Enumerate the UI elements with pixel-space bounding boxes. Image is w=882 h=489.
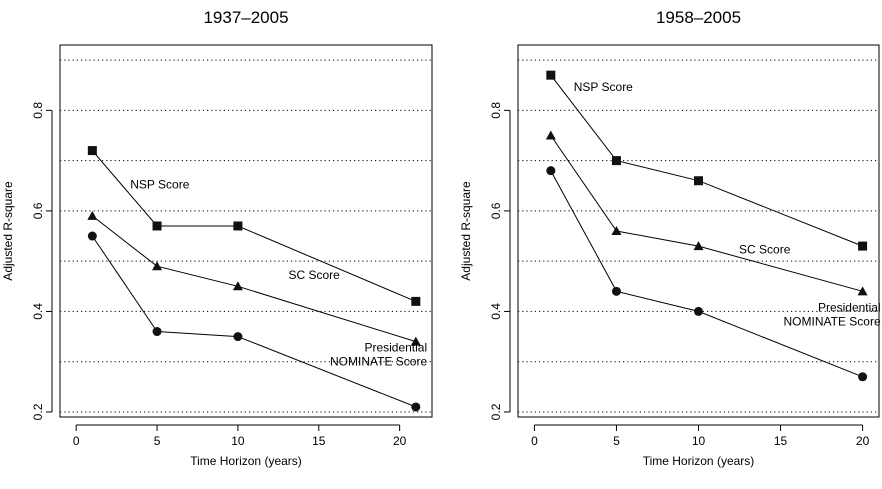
y-tick-label: 0.4 [489, 303, 503, 320]
series-label: SC Score [739, 243, 791, 257]
x-tick-label: 5 [613, 434, 620, 448]
series-label: NOMINATE Score [330, 355, 427, 369]
series-label: Presidential [818, 300, 881, 314]
marker-square [546, 70, 556, 80]
marker-triangle [152, 261, 163, 271]
series-label: NSP Score [574, 80, 633, 94]
series-line-square [550, 74, 863, 247]
marker-square [611, 156, 621, 166]
x-tick-label: 5 [154, 434, 161, 448]
chart-panel-2: 1958–2005 0 5 10 15 20 0.2 0.4 0.6 0.8 Time Horizo… [459, 8, 881, 468]
series-label: NSP Score [130, 177, 189, 191]
marker-triangle [232, 281, 243, 291]
marker-square [858, 241, 868, 251]
series-label: SC Score [288, 268, 340, 282]
y-tick-label: 0.6 [489, 202, 503, 219]
x-tick-label: 0 [531, 434, 538, 448]
marker-circle [152, 327, 162, 337]
chart-title: 1937–2005 [203, 8, 288, 27]
x-tick-label: 10 [692, 434, 706, 448]
series-line-circle [91, 235, 416, 408]
marker-triangle [857, 286, 868, 296]
y-tick-label: 0.8 [31, 102, 45, 119]
y-tick-label: 0.4 [31, 303, 45, 320]
x-axis-label: Time Horizon (years) [643, 454, 755, 468]
marker-square [694, 176, 703, 186]
chart-title: 1958–2005 [656, 8, 741, 27]
marker-circle [694, 306, 703, 316]
x-tick-label: 15 [312, 434, 326, 448]
marker-triangle [545, 130, 556, 140]
plot-frame [517, 44, 880, 418]
x-tick-label: 15 [774, 434, 788, 448]
series-line-triangle [550, 135, 863, 292]
marker-circle [87, 231, 97, 241]
chart-panel-1: 1937–2005 0 5 10 15 20 0.2 0.4 0.6 0.8 Time Horizo… [1, 8, 433, 468]
y-tick-label: 0.6 [31, 202, 45, 219]
x-tick-label: 20 [393, 434, 407, 448]
marker-triangle [87, 210, 98, 220]
y-axis-label: Adjusted R-square [1, 181, 15, 281]
marker-square [233, 221, 243, 231]
marker-triangle [693, 241, 704, 251]
series-line-circle [550, 170, 863, 378]
marker-square [411, 296, 421, 306]
y-tick-label: 0.8 [489, 102, 503, 119]
x-tick-label: 10 [231, 434, 245, 448]
x-axis-label: Time Horizon (years) [190, 454, 302, 468]
marker-triangle [611, 226, 622, 235]
marker-circle [411, 402, 421, 412]
series-label: Presidential [364, 341, 427, 355]
y-axis-label: Adjusted R-square [459, 181, 473, 281]
series-line-triangle [91, 215, 416, 343]
marker-circle [233, 332, 243, 342]
x-tick-label: 0 [73, 434, 80, 448]
marker-circle [858, 372, 868, 382]
plot-frame [59, 44, 433, 418]
y-tick-label: 0.2 [489, 403, 503, 420]
series-label: NOMINATE Score [784, 314, 881, 328]
marker-square [152, 221, 162, 231]
x-tick-label: 20 [856, 434, 870, 448]
series-line-square [91, 150, 416, 302]
marker-triangle [410, 336, 421, 346]
marker-circle [546, 166, 556, 176]
marker-square [87, 146, 97, 156]
marker-circle [611, 286, 621, 296]
y-tick-label: 0.2 [31, 403, 45, 420]
